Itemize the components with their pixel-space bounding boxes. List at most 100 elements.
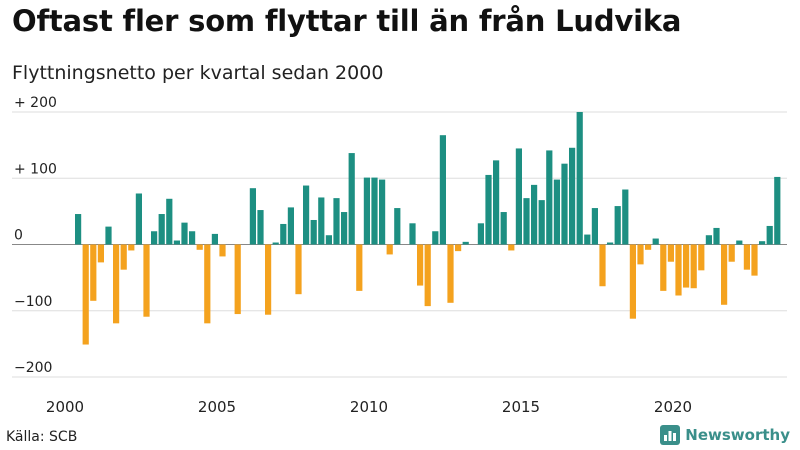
bar [713,227,720,245]
bar [158,214,165,245]
bar [128,244,135,251]
bar [553,179,560,245]
bar [576,112,583,245]
bar [265,244,272,315]
bar [736,240,743,245]
bar [462,241,469,245]
y-tick-label: −200 [14,360,52,376]
bar [515,148,522,245]
bar [667,244,674,262]
bar [477,223,484,245]
bar [257,210,264,245]
bar [249,188,256,245]
bar [531,184,538,245]
bar [295,244,302,295]
x-tick-label: 2015 [502,398,540,416]
bar [173,240,180,245]
chart-subtitle: Flyttningsnetto per kvartal sedan 2000 [12,62,384,84]
x-tick-label: 2005 [198,398,236,416]
bar [204,244,211,324]
bar [637,244,644,265]
bar [151,231,158,245]
bar [493,160,500,245]
bar [287,207,294,245]
bar [348,153,355,245]
bar [120,244,127,270]
bar [189,231,196,245]
bar [743,244,750,270]
bar [181,222,188,245]
bar [409,223,416,245]
bar [591,208,598,245]
bar [455,244,462,252]
bar [303,185,310,245]
bar [90,244,97,301]
bar [599,244,606,287]
bar [584,234,591,245]
bar [690,244,697,289]
bar-chart-logo-icon [660,425,681,445]
bar [196,244,203,250]
chart-title: Oftast fler som flyttar till än från Lud… [12,4,682,38]
bar [622,189,629,245]
brand-logo: Newsworthy [660,425,790,445]
bar [523,198,530,245]
bar [280,223,287,245]
bar [211,233,218,245]
bar [500,212,507,245]
bar [447,244,454,303]
bar [135,193,142,245]
bar [766,225,773,245]
bar [341,212,348,245]
x-tick-label: 2020 [654,398,692,416]
bar [371,177,378,245]
bar [660,244,667,291]
bar [569,147,576,245]
bar [417,244,424,286]
bar [485,174,492,245]
x-tick-label: 2010 [350,398,388,416]
bar [97,244,104,263]
bar [363,177,370,245]
bar [75,214,82,245]
bar [705,235,712,245]
bar [143,244,150,317]
bar [379,179,386,245]
bar [645,244,652,250]
x-tick-label: 2000 [46,398,84,416]
y-tick-label: + 100 [14,161,57,177]
bar [82,244,89,345]
bar [424,244,431,307]
bar [310,219,317,245]
bar [272,242,279,245]
bar [652,238,659,245]
source-note: Källa: SCB [6,429,78,445]
bar [318,197,325,245]
bar [234,244,241,315]
bar [394,208,401,245]
y-tick-label: −100 [14,294,52,310]
bar [439,135,446,245]
bar [721,244,728,305]
bar [333,198,340,245]
brand-name: Newsworthy [685,426,790,444]
bar [508,244,515,251]
bar [698,244,705,271]
bar [614,206,621,245]
bar [759,241,766,245]
bar [432,231,439,245]
bar [219,244,226,257]
bar [113,244,120,324]
bar [728,244,735,262]
bar [675,244,682,296]
bar [629,244,636,319]
bar [166,198,173,245]
bar [546,150,553,245]
y-tick-label: + 200 [14,95,57,111]
bar [561,163,568,245]
bar [751,244,758,276]
bar [356,244,363,291]
bar [683,244,690,288]
bar [325,235,332,245]
